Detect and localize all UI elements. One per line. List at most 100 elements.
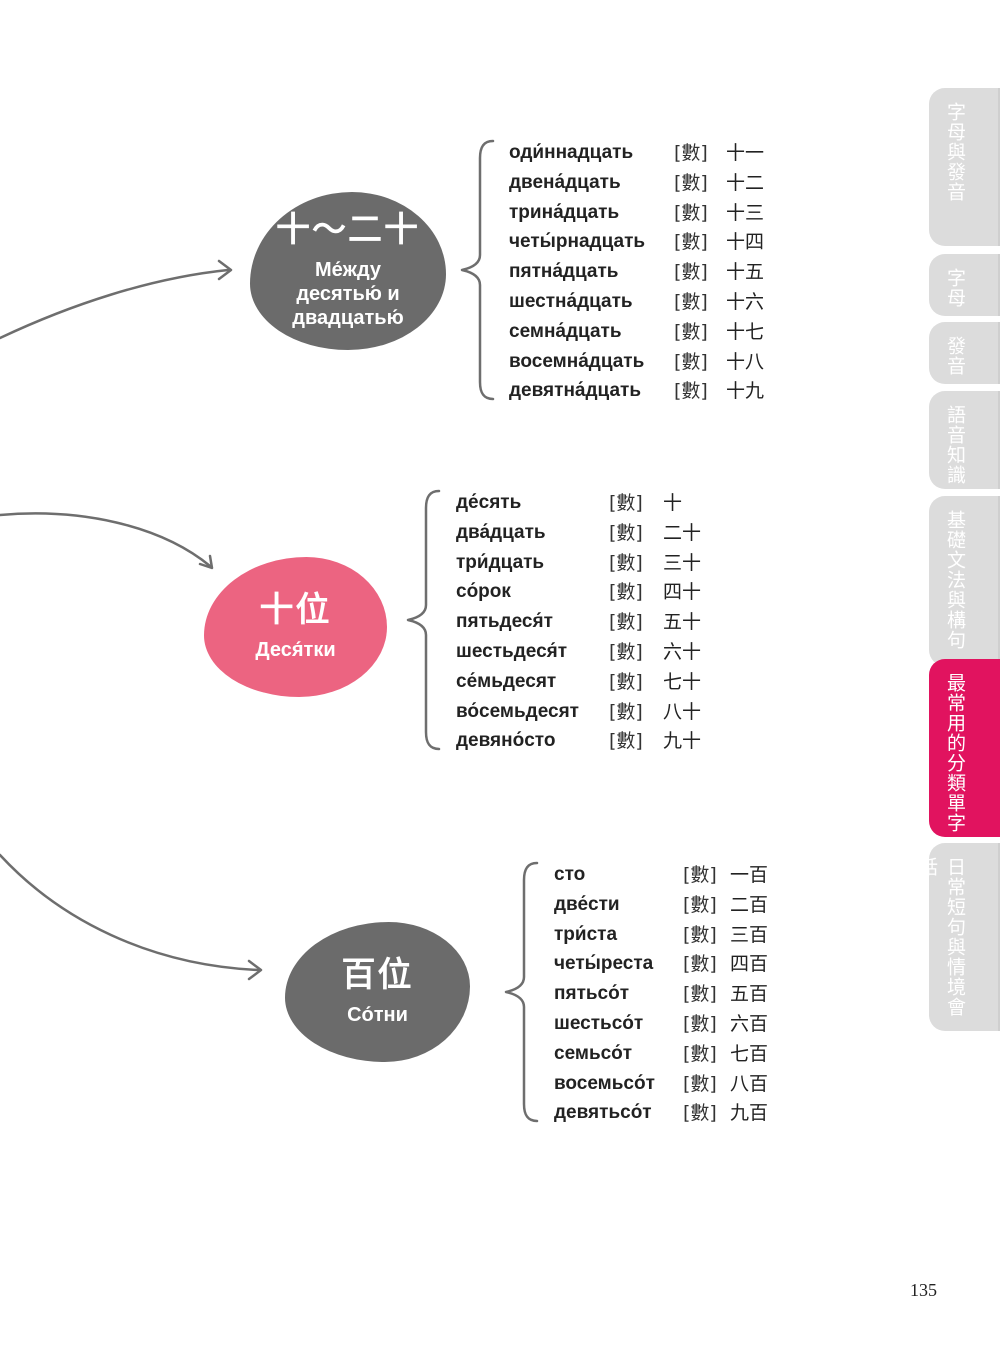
part-of-speech-tag: [數] [674, 380, 708, 402]
bubble-teens: 十～二十 Ме́жду десятью́ и двадцатью́ [250, 192, 446, 350]
bracket-3 [504, 861, 539, 1123]
part-of-speech-tag: [數] [683, 983, 717, 1005]
list-item: восемна́дцать [數] 十八 [509, 347, 789, 377]
part-of-speech-tag: [數] [683, 924, 717, 946]
list-item: семьсо́т [數] 七百 [554, 1039, 784, 1069]
side-tab[interactable]: 字母 [929, 254, 1000, 316]
russian-word: девятна́дцать [509, 380, 642, 401]
list-item: со́рок [數] 四十 [456, 577, 716, 607]
russian-word: пятна́дцать [509, 261, 619, 282]
part-of-speech-tag: [數] [609, 611, 643, 633]
connector-arrowhead-3 [247, 959, 263, 981]
list-item: четы́реста [數] 四百 [554, 949, 784, 979]
list-item: три́ста [數] 三百 [554, 920, 784, 950]
chinese-numeral: 十六 [726, 291, 765, 313]
side-tab[interactable]: 語音知識 [929, 391, 1000, 489]
chinese-numeral: 七百 [730, 1043, 769, 1065]
russian-word: де́сять [456, 492, 522, 513]
chinese-numeral: 二百 [730, 894, 769, 916]
list-item: трина́дцать [數] 十三 [509, 198, 789, 228]
chinese-numeral: 一百 [730, 864, 769, 886]
russian-word: во́семьдесят [456, 701, 579, 722]
part-of-speech-tag: [數] [674, 202, 708, 224]
bubble-tens: 十位 Деся́тки [204, 557, 387, 697]
side-tab[interactable]: 最常用的分類單字 [929, 659, 1000, 837]
list-item: два́дцать [數] 二十 [456, 518, 716, 548]
russian-word: восемьсо́т [554, 1073, 655, 1094]
list-item: пятьсо́т [數] 五百 [554, 979, 784, 1009]
list-item: двена́дцать [數] 十二 [509, 168, 789, 198]
part-of-speech-tag: [數] [609, 552, 643, 574]
side-tab[interactable]: 發音 [929, 322, 1000, 384]
part-of-speech-tag: [數] [683, 1073, 717, 1095]
part-of-speech-tag: [數] [674, 142, 708, 164]
chinese-numeral: 九十 [663, 730, 702, 752]
chinese-numeral: 十七 [726, 321, 765, 343]
list-item: девяно́сто [數] 九十 [456, 726, 716, 756]
part-of-speech-tag: [數] [683, 1013, 717, 1035]
part-of-speech-tag: [數] [609, 671, 643, 693]
part-of-speech-tag: [數] [683, 953, 717, 975]
russian-word: три́дцать [456, 552, 545, 573]
bracket-2 [406, 489, 441, 751]
part-of-speech-tag: [數] [683, 1043, 717, 1065]
list-item: шестна́дцать [數] 十六 [509, 287, 789, 317]
chinese-numeral: 三十 [663, 552, 702, 574]
list-item: девятьсо́т [數] 九百 [554, 1098, 784, 1128]
list-item: восемьсо́т [數] 八百 [554, 1069, 784, 1099]
part-of-speech-tag: [數] [683, 894, 717, 916]
russian-word: трина́дцать [509, 202, 620, 223]
chinese-numeral: 十五 [726, 261, 765, 283]
russian-word: сто [554, 864, 586, 885]
list-item: четы́рнадцать [數] 十四 [509, 227, 789, 257]
part-of-speech-tag: [數] [609, 641, 643, 663]
russian-word: двена́дцать [509, 172, 621, 193]
chinese-numeral: 十一 [726, 142, 765, 164]
russian-word: семьсо́т [554, 1043, 633, 1064]
russian-word: четы́рнадцать [509, 231, 646, 252]
connector-curve-3 [0, 853, 260, 972]
chinese-numeral: 十九 [726, 380, 765, 402]
word-list-hundreds: сто [數] 一百 две́сти [數] 二百 три́ста [數] 三百 четы́рес… [554, 860, 784, 1130]
list-item: семна́дцать [數] 十七 [509, 317, 789, 347]
russian-word: семна́дцать [509, 321, 622, 342]
chinese-numeral: 四十 [663, 581, 702, 603]
chinese-numeral: 十二 [726, 172, 765, 194]
russian-word: два́дцать [456, 522, 546, 543]
side-tab[interactable]: 基礎文法與構句 [929, 496, 1000, 666]
side-tab-label: 日常短句與情境會話 [916, 857, 966, 1017]
chinese-numeral: 八十 [663, 701, 702, 723]
list-item: во́семьдесят [數] 八十 [456, 697, 716, 727]
bubble-teens-title: 十～二十 [276, 210, 420, 251]
bubble-hundreds-title: 百位 [341, 955, 414, 996]
russian-word: оди́ннадцать [509, 142, 634, 163]
list-item: пятна́дцать [數] 十五 [509, 257, 789, 287]
part-of-speech-tag: [數] [609, 701, 643, 723]
russian-word: се́мьдесят [456, 671, 557, 692]
list-item: пятьдеся́т [數] 五十 [456, 607, 716, 637]
part-of-speech-tag: [數] [674, 261, 708, 283]
list-item: две́сти [數] 二百 [554, 890, 784, 920]
chinese-numeral: 二十 [663, 522, 702, 544]
part-of-speech-tag: [數] [609, 492, 643, 514]
chinese-numeral: 九百 [730, 1102, 769, 1124]
chinese-numeral: 十 [663, 492, 683, 514]
bracket-1 [460, 139, 495, 401]
list-item: се́мьдесят [數] 七十 [456, 667, 716, 697]
part-of-speech-tag: [數] [683, 1102, 717, 1124]
page-number: 135 [910, 1280, 937, 1300]
side-tab[interactable]: 字母與發音 [929, 88, 1000, 246]
russian-word: четы́реста [554, 953, 654, 974]
word-list-teens: оди́ннадцать [數] 十一 двена́дцать [數] 十二 трина́д… [509, 138, 789, 408]
chinese-numeral: 六百 [730, 1013, 769, 1035]
chinese-numeral: 五十 [663, 611, 702, 633]
side-tab[interactable]: 日常短句與情境會話 [916, 843, 1000, 1031]
russian-word: три́ста [554, 924, 618, 945]
word-list-tens: де́сять [數] 十 два́дцать [數] 二十 три́дцать [數] 三十 с… [456, 488, 716, 758]
part-of-speech-tag: [數] [674, 172, 708, 194]
russian-word: пятьсо́т [554, 983, 630, 1004]
chinese-numeral: 十三 [726, 202, 765, 224]
russian-word: две́сти [554, 894, 620, 915]
list-item: де́сять [數] 十 [456, 488, 716, 518]
